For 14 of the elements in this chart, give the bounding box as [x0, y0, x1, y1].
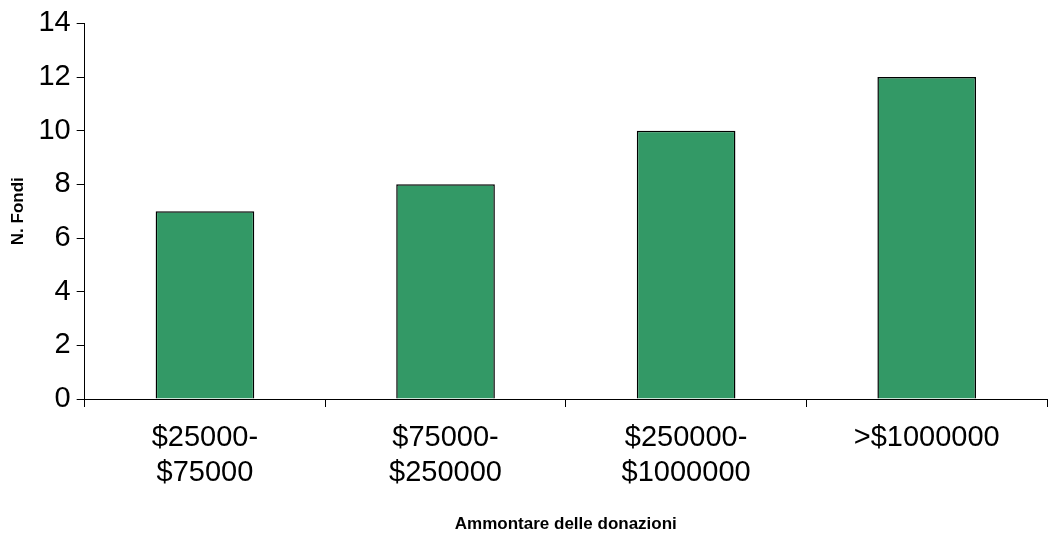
- x-axis-title: Ammontare delle donazioni: [454, 514, 677, 534]
- y-tick-label: 14: [38, 5, 71, 38]
- y-tick-label: 2: [54, 327, 71, 360]
- y-tick-label: 12: [38, 59, 71, 92]
- x-tick-label: $250000-$1000000: [621, 420, 751, 488]
- y-tick-label: 4: [54, 273, 71, 306]
- y-tick-label: 6: [54, 220, 71, 253]
- y-axis-title: N. Fondi: [7, 177, 27, 246]
- y-tick-label: 10: [38, 112, 71, 145]
- x-tick-label: $25000-$75000: [151, 420, 259, 488]
- x-tick-label: >$1000000: [853, 420, 1000, 453]
- y-tick-label: 0: [54, 381, 71, 413]
- y-tick-label: 8: [54, 166, 71, 199]
- x-tick-label: $75000-$250000: [389, 420, 502, 488]
